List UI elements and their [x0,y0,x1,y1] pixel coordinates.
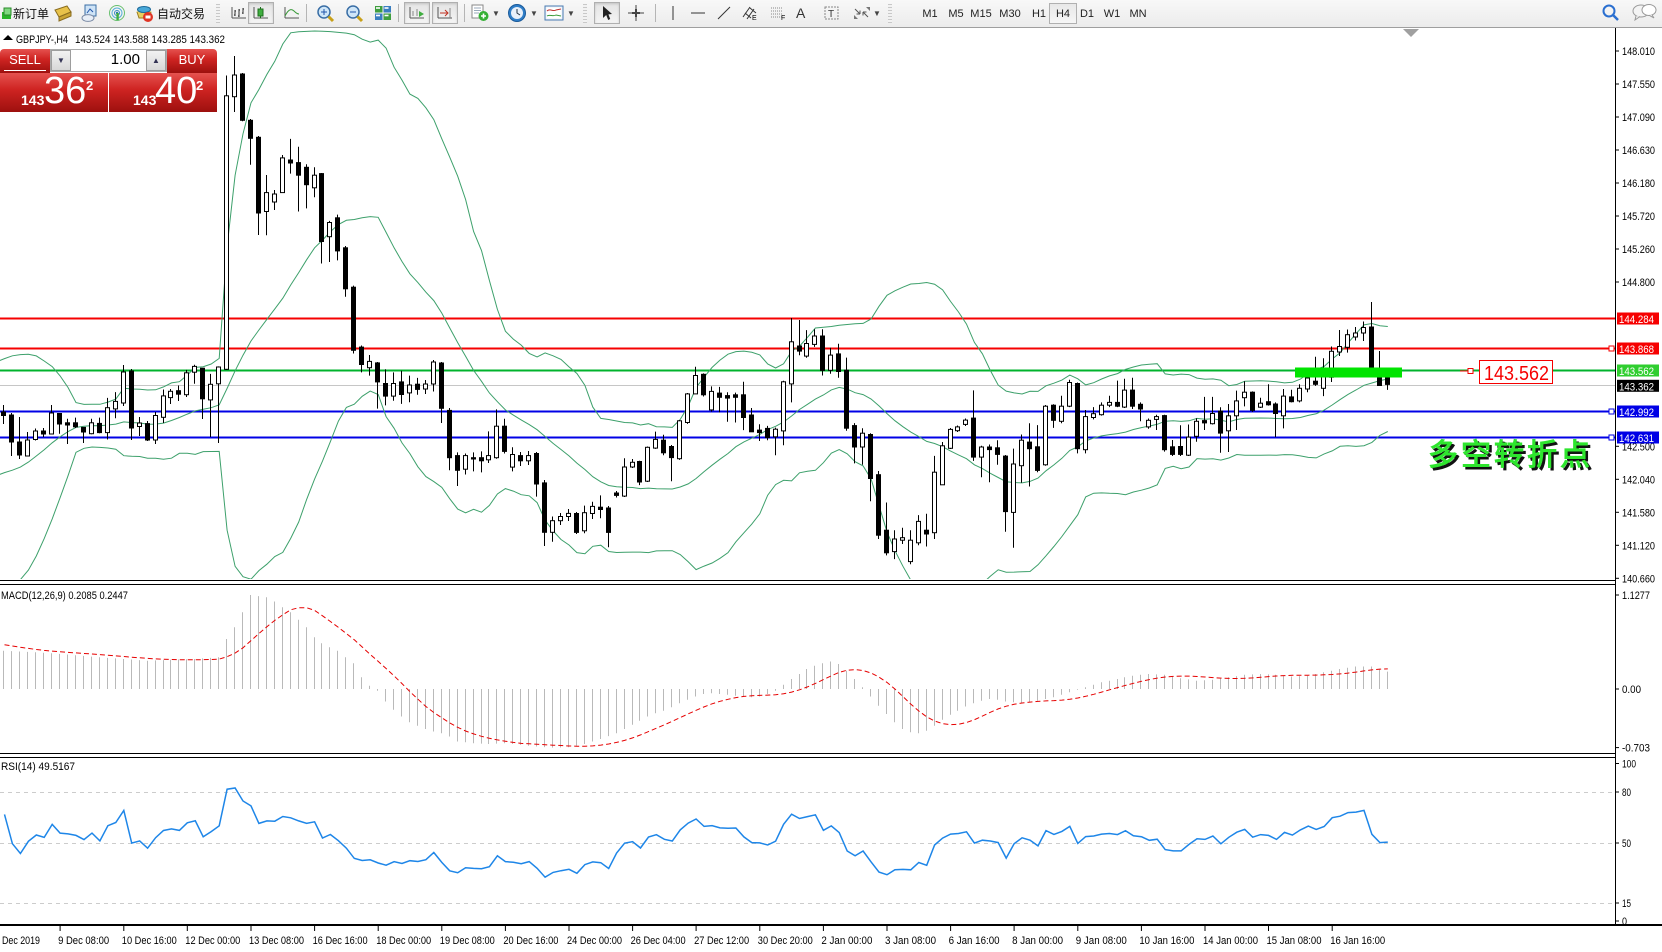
svg-text:144.800: 144.800 [1622,277,1655,289]
svg-text:147.090: 147.090 [1622,112,1655,124]
svg-text:80: 80 [1622,787,1631,799]
svg-text:142.040: 142.040 [1622,474,1655,486]
svg-text:MACD(12,26,9) 0.2085 0.2447: MACD(12,26,9) 0.2085 0.2447 [1,590,128,602]
svg-text:10 Jan 16:00: 10 Jan 16:00 [1139,935,1194,947]
svg-text:T: T [828,9,834,20]
svg-text:146.630: 146.630 [1622,145,1655,157]
svg-text:143.524 143.588 143.285 143.36: 143.524 143.588 143.285 143.362 [75,34,225,46]
svg-text:19 Dec 08:00: 19 Dec 08:00 [440,935,495,947]
svg-text:143.562: 143.562 [1484,363,1549,385]
svg-text:27 Dec 12:00: 27 Dec 12:00 [694,935,749,947]
svg-text:24 Dec 00:00: 24 Dec 00:00 [567,935,622,947]
svg-text:15: 15 [1622,898,1631,910]
svg-text:26 Dec 04:00: 26 Dec 04:00 [631,935,686,947]
svg-text:143.868: 143.868 [1619,344,1654,356]
svg-text:12 Dec 00:00: 12 Dec 00:00 [185,935,240,947]
svg-text:142.631: 142.631 [1619,433,1654,445]
svg-text:8 Jan 00:00: 8 Jan 00:00 [1012,935,1063,947]
svg-text:142.992: 142.992 [1619,407,1654,419]
svg-text:0.00: 0.00 [1622,684,1641,696]
svg-text:13 Dec 08:00: 13 Dec 08:00 [249,935,304,947]
svg-text:6 Jan 16:00: 6 Jan 16:00 [949,935,1000,947]
svg-text:15 Jan 08:00: 15 Jan 08:00 [1267,935,1322,947]
svg-text:100: 100 [1622,759,1636,771]
svg-text:141.120: 141.120 [1622,540,1655,552]
svg-text:148.010: 148.010 [1622,46,1655,58]
svg-text:F: F [781,15,785,21]
svg-text:多空转折点: 多空转折点 [1428,439,1593,472]
svg-text:1.1277: 1.1277 [1622,590,1650,602]
svg-text:16 Dec 16:00: 16 Dec 16:00 [313,935,368,947]
svg-text:50: 50 [1622,838,1631,850]
svg-text:多空转折点: 多空转折点 [1431,442,1596,475]
svg-text:9 Dec 08:00: 9 Dec 08:00 [58,935,109,947]
svg-text:20 Dec 16:00: 20 Dec 16:00 [503,935,558,947]
svg-text:144.284: 144.284 [1619,314,1654,326]
svg-text:0: 0 [1622,916,1627,928]
svg-text:-0.703: -0.703 [1622,743,1650,755]
svg-text:142.500: 142.500 [1622,441,1655,453]
svg-text:146.180: 146.180 [1622,178,1655,190]
svg-text:147.550: 147.550 [1622,79,1655,91]
svg-text:30 Dec 20:00: 30 Dec 20:00 [758,935,813,947]
svg-text:141.580: 141.580 [1622,507,1655,519]
svg-text:E: E [752,15,757,21]
svg-text:3 Jan 08:00: 3 Jan 08:00 [885,935,936,947]
svg-text:Dec 2019: Dec 2019 [2,935,40,947]
svg-text:16 Jan 16:00: 16 Jan 16:00 [1330,935,1385,947]
svg-text:18 Dec 00:00: 18 Dec 00:00 [376,935,431,947]
svg-text:143.362: 143.362 [1619,381,1654,393]
svg-text:145.720: 145.720 [1622,211,1655,223]
svg-text:145.260: 145.260 [1622,244,1655,256]
svg-text:143.562: 143.562 [1619,366,1654,378]
svg-text:2 Jan 00:00: 2 Jan 00:00 [821,935,872,947]
svg-text:RSI(14) 49.5167: RSI(14) 49.5167 [1,761,75,773]
svg-text:9 Jan 08:00: 9 Jan 08:00 [1076,935,1127,947]
svg-text:10 Dec 16:00: 10 Dec 16:00 [122,935,177,947]
svg-text:140.660: 140.660 [1622,573,1655,585]
svg-text:14 Jan 00:00: 14 Jan 00:00 [1203,935,1258,947]
svg-text:GBPJPY-,H4: GBPJPY-,H4 [16,34,68,46]
